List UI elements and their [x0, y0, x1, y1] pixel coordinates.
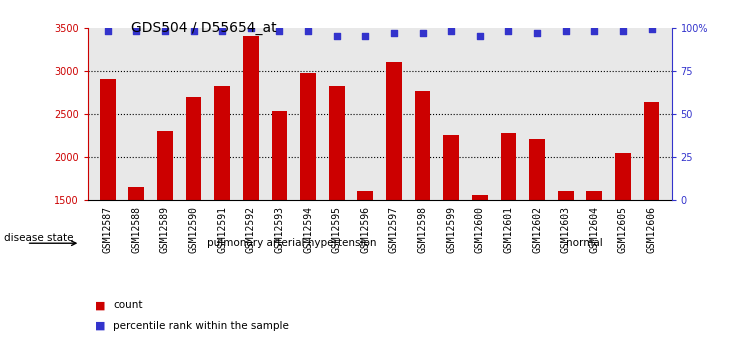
Bar: [415, 91, 431, 329]
Text: ■: ■: [95, 321, 105, 331]
Bar: [215, 86, 230, 329]
Point: [445, 28, 457, 34]
Text: disease state: disease state: [4, 233, 73, 243]
Text: pulmonary arterial hypertension: pulmonary arterial hypertension: [207, 238, 377, 248]
Point: [331, 33, 342, 39]
Bar: [472, 195, 488, 329]
Bar: [328, 86, 345, 329]
Text: ■: ■: [95, 300, 105, 310]
Text: normal: normal: [566, 238, 602, 248]
Bar: [586, 191, 602, 329]
Point: [245, 25, 257, 30]
Point: [560, 28, 572, 34]
Text: percentile rank within the sample: percentile rank within the sample: [113, 321, 289, 331]
Bar: [501, 133, 516, 329]
Point: [159, 28, 171, 34]
Point: [502, 28, 514, 34]
Bar: [644, 102, 659, 329]
Point: [188, 28, 199, 34]
Point: [588, 28, 600, 34]
Point: [101, 28, 113, 34]
Bar: [185, 97, 201, 329]
Point: [359, 33, 371, 39]
Text: GDS504 / D55654_at: GDS504 / D55654_at: [131, 21, 277, 35]
Point: [216, 28, 228, 34]
Bar: [443, 135, 459, 329]
Bar: [243, 36, 258, 329]
Bar: [157, 131, 173, 329]
Text: count: count: [113, 300, 142, 310]
Point: [617, 28, 629, 34]
Point: [302, 28, 314, 34]
Point: [417, 30, 429, 36]
Point: [531, 30, 543, 36]
Bar: [358, 191, 373, 329]
Bar: [615, 152, 631, 329]
Bar: [300, 73, 316, 329]
Point: [474, 33, 485, 39]
Point: [388, 30, 400, 36]
Bar: [272, 111, 288, 329]
Point: [131, 28, 142, 34]
Bar: [386, 62, 402, 329]
Bar: [558, 191, 574, 329]
Point: [646, 27, 658, 32]
Bar: [529, 139, 545, 329]
Bar: [100, 79, 115, 329]
Bar: [128, 187, 144, 329]
Point: [274, 28, 285, 34]
